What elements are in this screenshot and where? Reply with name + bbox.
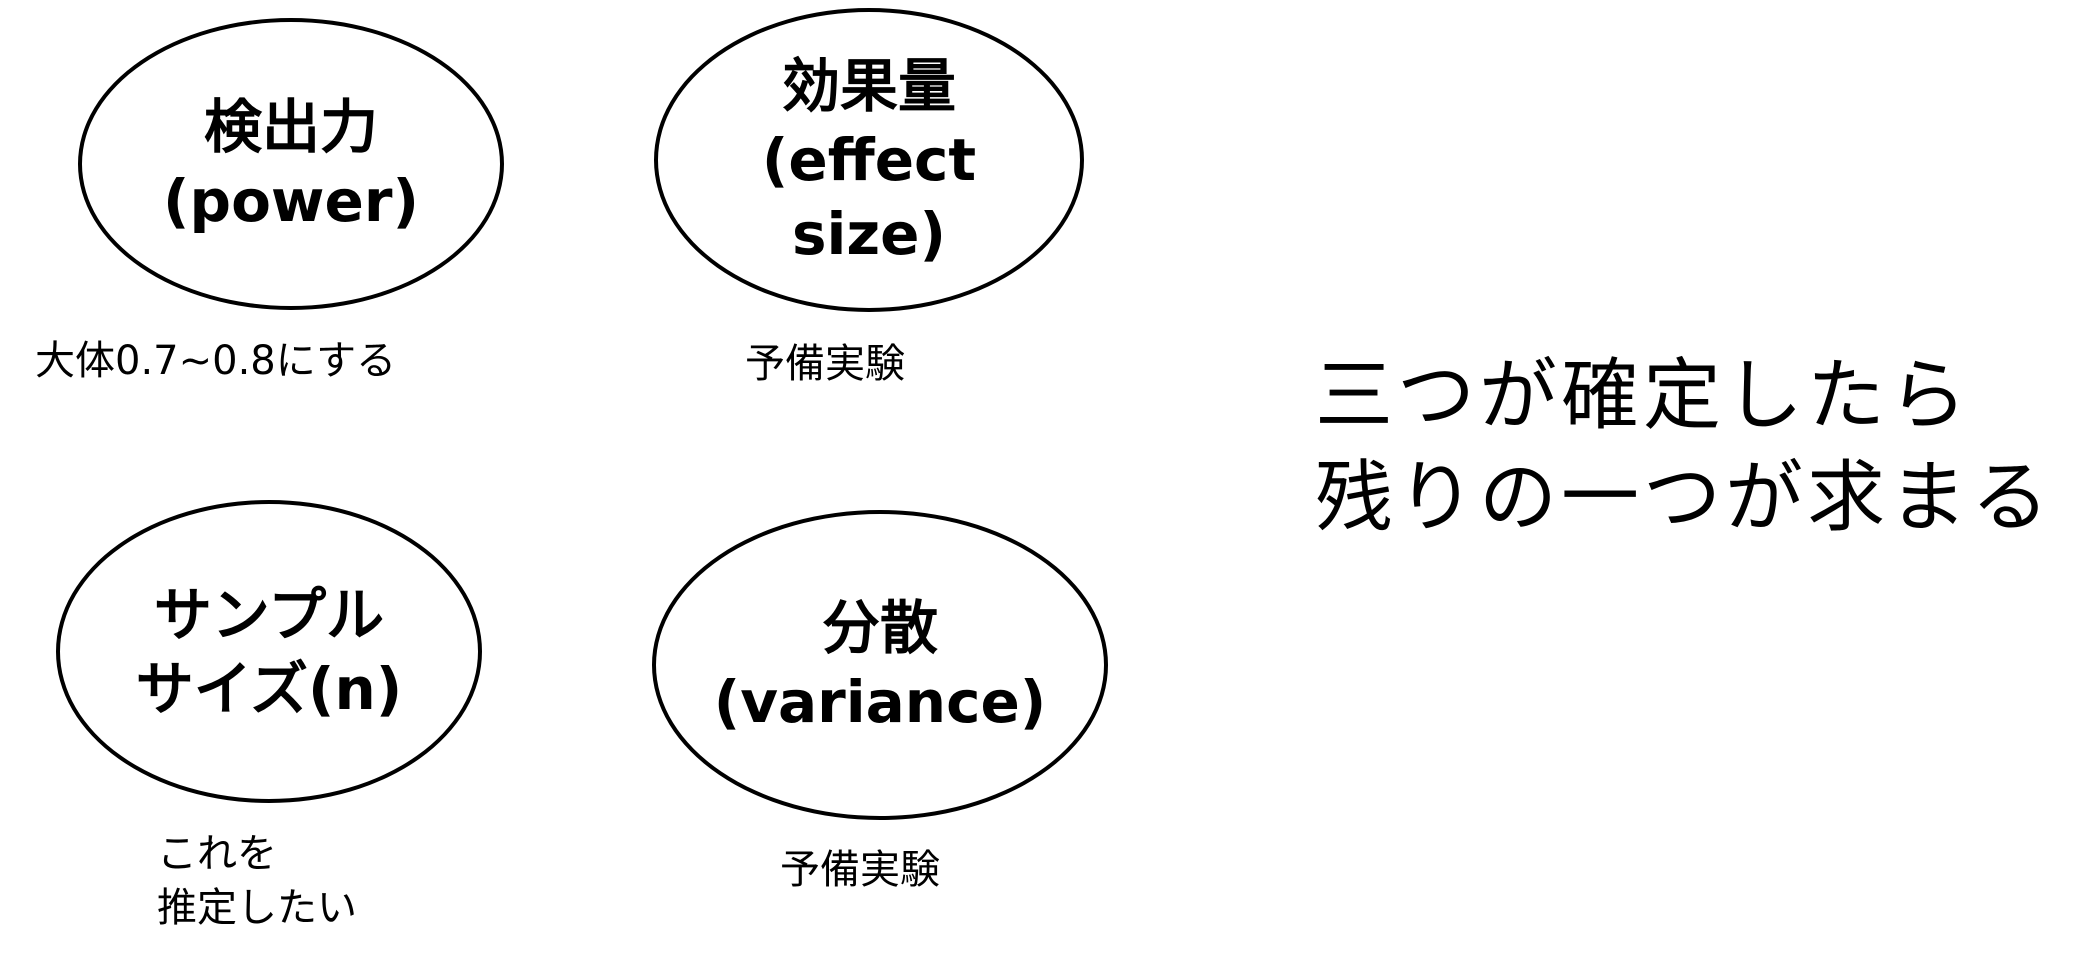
variance-label: 分散 (variance)	[713, 594, 1047, 736]
sample-size-note: これを 推定したい	[157, 831, 357, 931]
conclusion-text: 三つが確定したら 残りの一つが求まる	[1315, 351, 2054, 543]
variance-note: 予備実験	[780, 847, 940, 893]
variance-node: 分散 (variance)	[652, 510, 1108, 820]
power-node: 検出力 (power)	[78, 18, 504, 310]
effect-size-note: 予備実験	[745, 341, 905, 387]
sample-size-node: サンプル サイズ(n)	[56, 500, 482, 803]
power-note: 大体0.7~0.8にする	[35, 338, 397, 384]
effect-size-label: 効果量 (effect size)	[761, 52, 977, 268]
effect-size-node: 効果量 (effect size)	[654, 8, 1084, 312]
sample-size-label: サンプル サイズ(n)	[135, 580, 403, 723]
power-label: 検出力 (power)	[163, 93, 419, 235]
